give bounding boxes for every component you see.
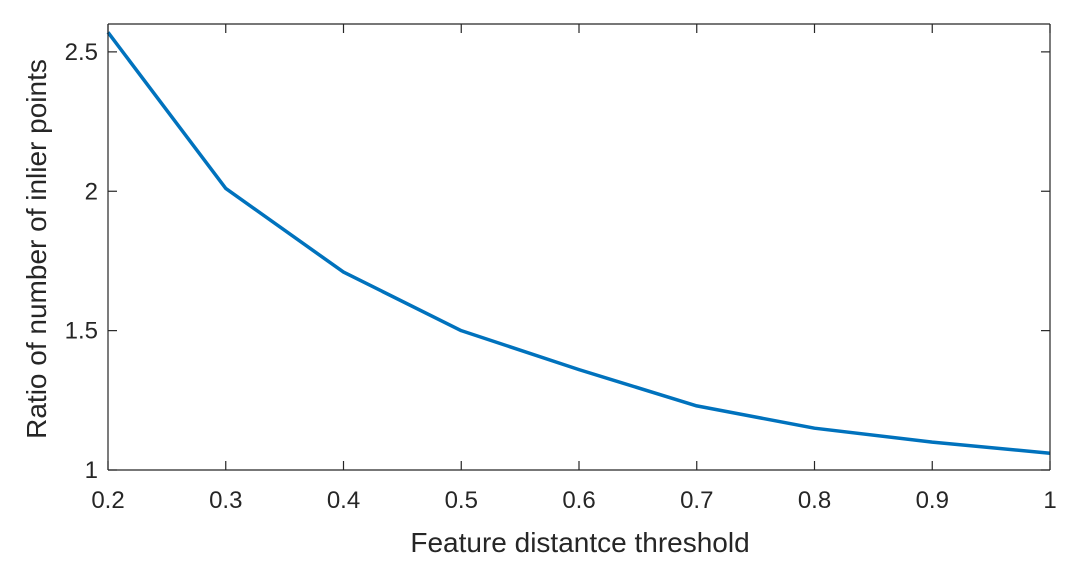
y-tick-label: 1.5 bbox=[65, 318, 98, 345]
plot-background bbox=[108, 24, 1050, 470]
plot-area bbox=[108, 24, 1050, 470]
x-tick-label: 0.4 bbox=[327, 487, 360, 514]
y-tick-label: 2 bbox=[85, 178, 98, 205]
y-tick-labels: 1 1.5 2 2.5 bbox=[65, 39, 98, 484]
x-tick-label: 0.6 bbox=[562, 487, 595, 514]
x-tick-label: 0.2 bbox=[91, 487, 124, 514]
series-line-0 bbox=[106, 31, 1051, 456]
series-layer bbox=[106, 31, 1051, 456]
y-axis-label: Ratio of number of inlier points bbox=[21, 59, 52, 439]
y-tick-label: 1 bbox=[85, 457, 98, 484]
x-tick-labels: 0.2 0.3 0.4 0.5 0.6 0.7 0.8 0.9 1 bbox=[91, 487, 1056, 514]
x-tick-label: 0.3 bbox=[209, 487, 242, 514]
x-tick-label: 1 bbox=[1043, 487, 1056, 514]
y-tick-label: 2.5 bbox=[65, 39, 98, 66]
x-axis-label: Feature distantce threshold bbox=[410, 527, 749, 558]
x-tick-label: 0.7 bbox=[680, 487, 713, 514]
x-tick-label: 0.9 bbox=[916, 487, 949, 514]
axes-layer bbox=[107, 23, 1051, 471]
x-tick-label: 0.8 bbox=[798, 487, 831, 514]
x-tick-label: 0.5 bbox=[445, 487, 478, 514]
